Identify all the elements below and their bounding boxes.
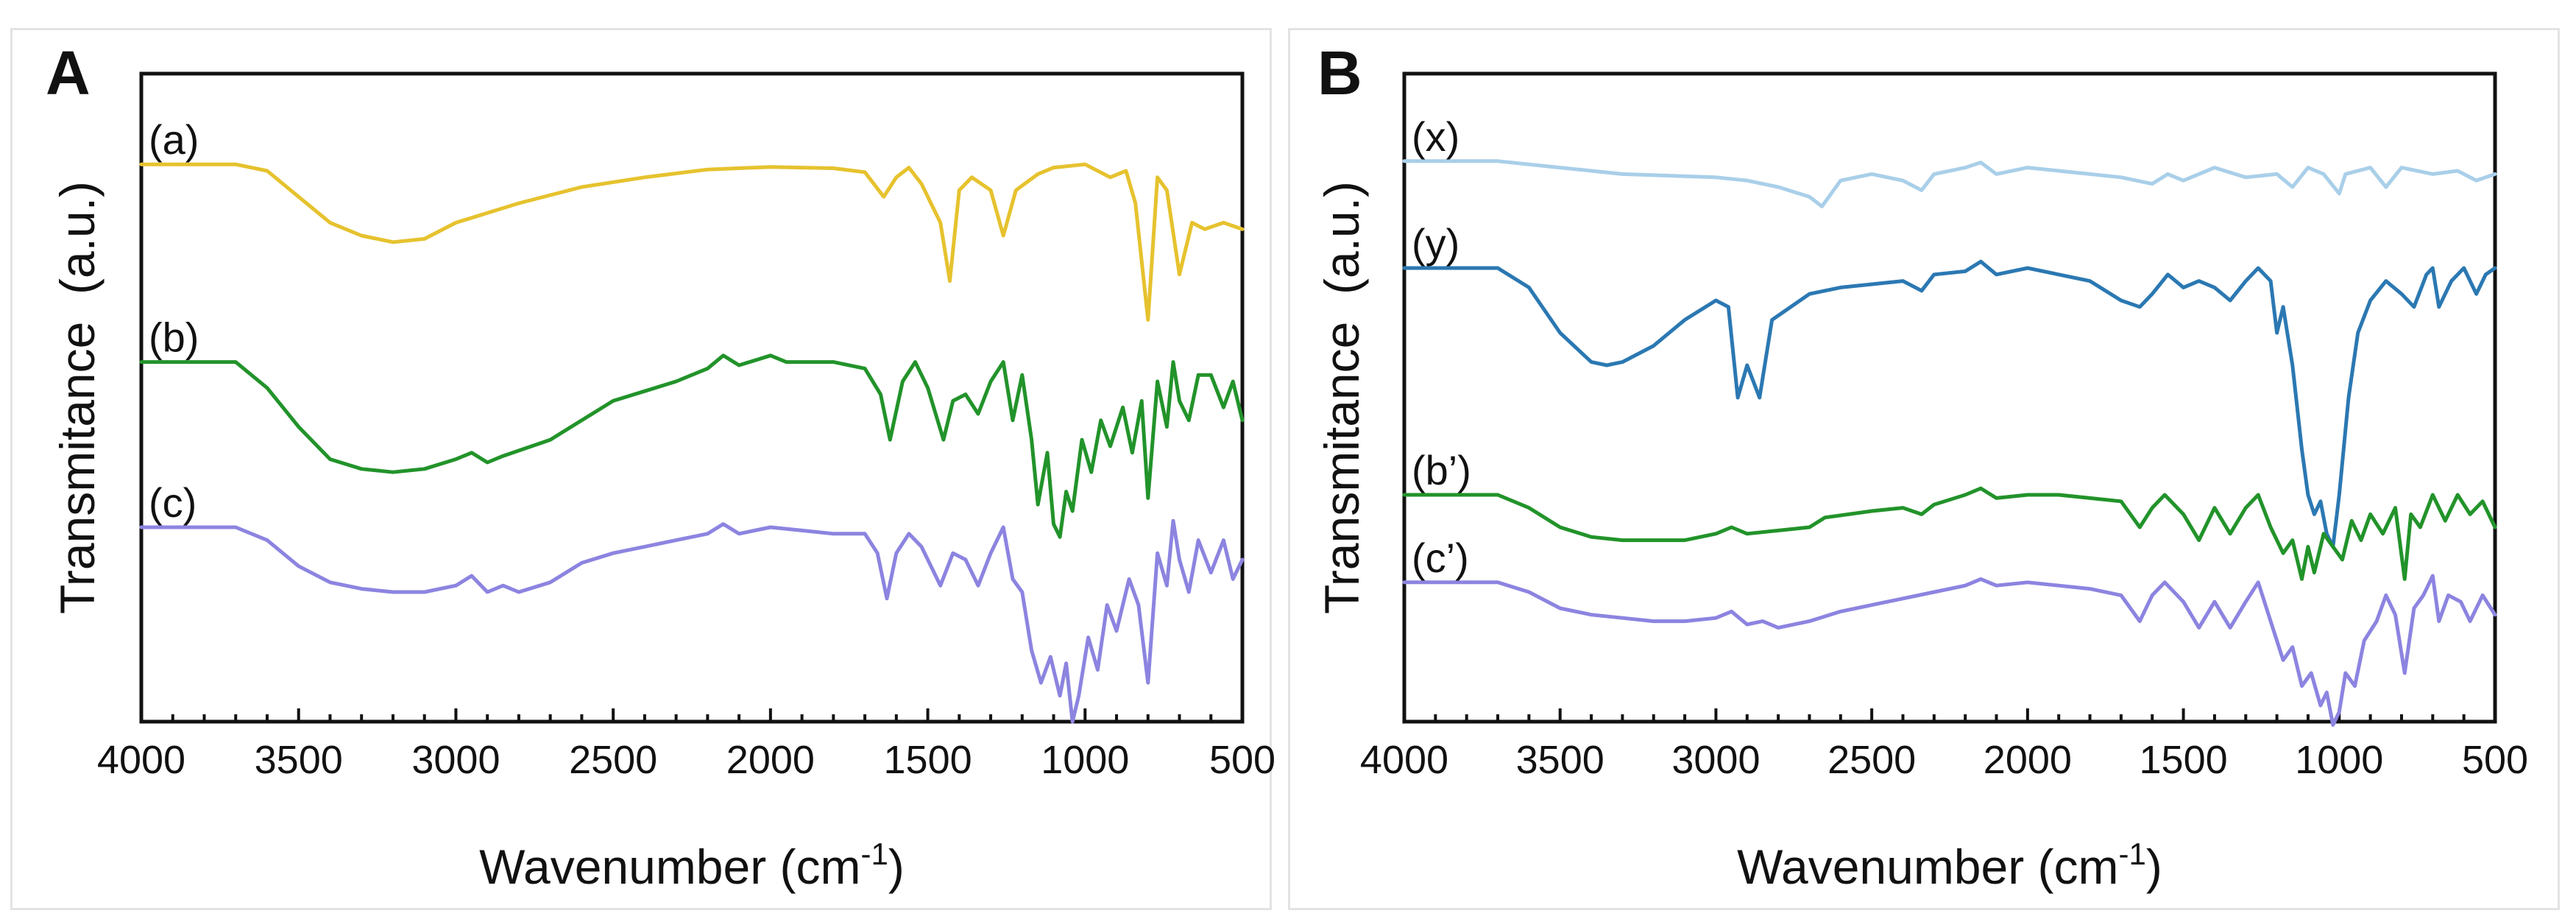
panel-b-x-axis-title-main: Wavenumber (cm [1737,839,2118,894]
panel-a-series-b-line [139,353,1245,539]
panel-b-series-cp-label: (c’) [1412,535,1469,581]
panel-a-x-tick-label: 3500 [255,738,343,782]
panel-a-series-a-label: (a) [149,116,199,163]
panel-a-x-axis-title: Wavenumber (cm-1) [479,837,905,894]
panel-b-x-tick-label: 3500 [1516,738,1604,782]
panel-a-letter: A [46,38,91,108]
panel-a-plot-border [139,71,1245,724]
panel-b-x-tick-label: 4000 [1360,738,1448,782]
panel-b-y-axis-title: Transmitance (a.u.) [1314,181,1369,614]
panel-b-series-y-label: (y) [1412,220,1459,267]
panel-a-x-tick-label: 3000 [411,738,500,782]
panel-a-chart: A 4000 3500 3000 2500 2000 1500 1000 500 Wavenumb… [46,38,1275,894]
panel-a-series-c-line [139,518,1245,724]
panel-b-series-bp-label: (b’) [1412,447,1471,493]
panel-b-plot-border [1402,71,2497,724]
panel-b-x-axis-title-close: ) [2146,839,2162,894]
panel-b-letter: B [1317,38,1362,108]
panel-b-series-y-line [1402,259,2497,549]
panel-a-x-tick-label: 2000 [726,738,815,782]
panel-b-x-tick-label: 3000 [1671,738,1760,782]
panel-b-x-axis-title-sup: -1 [2119,837,2146,871]
panel-b-series-bp-line [1402,486,2497,581]
panel-b-x-tick-label: 2000 [1984,738,2072,782]
panel-a-x-tick-label: 4000 [97,738,185,782]
panel-a-x-tick-label: 500 [1209,738,1275,782]
panel-b-series-x-line [1402,159,2497,208]
panel-a-x-tick-label: 1000 [1041,738,1129,782]
panel-b-x-tick-label: 500 [2462,738,2528,782]
panel-b-x-axis-title: Wavenumber (cm-1) [1737,837,2162,894]
panel-a-x-axis-title-close: ) [888,839,905,894]
panel-a-frame [10,28,1272,910]
panel-b-series-x-label: (x) [1412,113,1459,160]
panel-a-y-axis-title: Transmitance (a.u.) [50,181,105,614]
panel-a-series-c-label: (c) [149,479,197,526]
panel-a-series-a-line [139,162,1245,322]
panel-b-x-tick-label: 1500 [2140,738,2228,782]
panel-a-x-tick-label: 1500 [884,738,972,782]
panel-a-series-b-label: (b) [149,314,199,361]
panel-b-x-tick-label: 2500 [1827,738,1916,782]
panel-b-series-cp-line [1402,574,2497,727]
panel-a-x-axis-title-main: Wavenumber (cm [479,839,860,894]
panel-a-x-axis-title-sup: -1 [861,837,888,871]
panel-a-x-tick-label: 2500 [569,738,657,782]
panel-b-x-tick-label: 1000 [2295,738,2383,782]
panel-b-chart: B 4000 3500 3000 2500 2000 1500 1000 500 Wavenumb… [1314,38,2528,894]
